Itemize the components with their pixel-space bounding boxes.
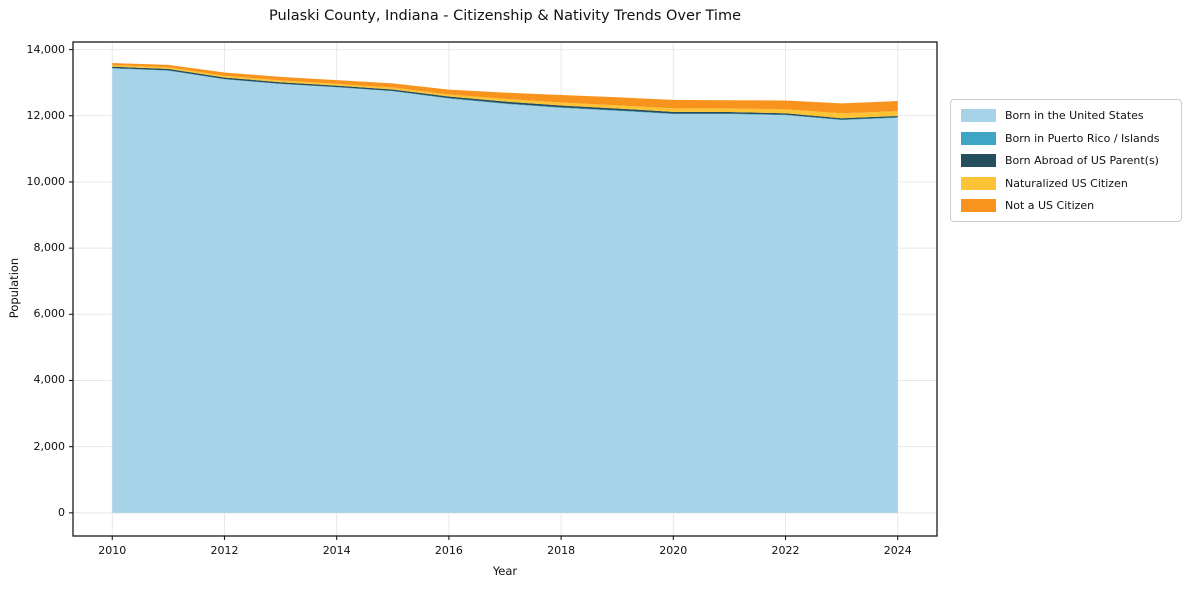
legend-item: Naturalized US Citizen: [961, 176, 1171, 190]
area-series-3: [112, 65, 898, 119]
legend-swatch: [961, 109, 996, 122]
x-tick-label: 2024: [883, 544, 912, 557]
legend-label: Naturalized US Citizen: [1005, 176, 1128, 190]
legend-label: Not a US Citizen: [1005, 199, 1095, 212]
legend-item: Not a US Citizen: [961, 199, 1171, 212]
legend-label: Born in Puerto Rico / Islands: [1005, 131, 1160, 145]
x-tick-label: 2020: [659, 544, 688, 557]
legend-swatch: [961, 199, 996, 212]
y-tick-label: 6,000: [33, 307, 66, 321]
legend-swatch: [961, 176, 996, 190]
x-tick-label: 2014: [322, 544, 351, 557]
area-series-0: [112, 68, 898, 513]
x-tick-label: 2022: [771, 544, 800, 557]
y-tick-label: 8,000: [33, 241, 66, 255]
y-tick-label: 0: [58, 505, 65, 519]
y-tick-label: 12,000: [26, 108, 66, 122]
legend-item: Born Abroad of US Parent(s): [961, 154, 1171, 167]
legend-swatch: [961, 131, 996, 145]
y-tick-label: 14,000: [26, 42, 66, 56]
legend-swatch: [961, 154, 996, 167]
plot-frame: [72, 41, 938, 537]
area-series-4: [112, 63, 898, 114]
x-tick-label: 2010: [98, 544, 127, 557]
legend: Born in the United States Born in Puerto …: [950, 99, 1182, 222]
x-tick-label: 2012: [210, 544, 239, 557]
y-tick-label: 10,000: [26, 174, 66, 188]
y-tick-label: 4,000: [33, 373, 66, 387]
chart-title: Pulaski County, Indiana - Citizenship & …: [269, 8, 741, 24]
x-tick-label: 2016: [434, 544, 463, 557]
legend-label: Born Abroad of US Parent(s): [1005, 154, 1159, 167]
x-axis-label: Year: [492, 564, 518, 578]
x-tick-label: 2018: [547, 544, 576, 557]
legend-item: Born in the United States: [961, 109, 1171, 122]
y-tick-label: 2,000: [33, 439, 66, 453]
legend-label: Born in the United States: [1005, 109, 1144, 122]
legend-item: Born in Puerto Rico / Islands: [961, 131, 1171, 145]
